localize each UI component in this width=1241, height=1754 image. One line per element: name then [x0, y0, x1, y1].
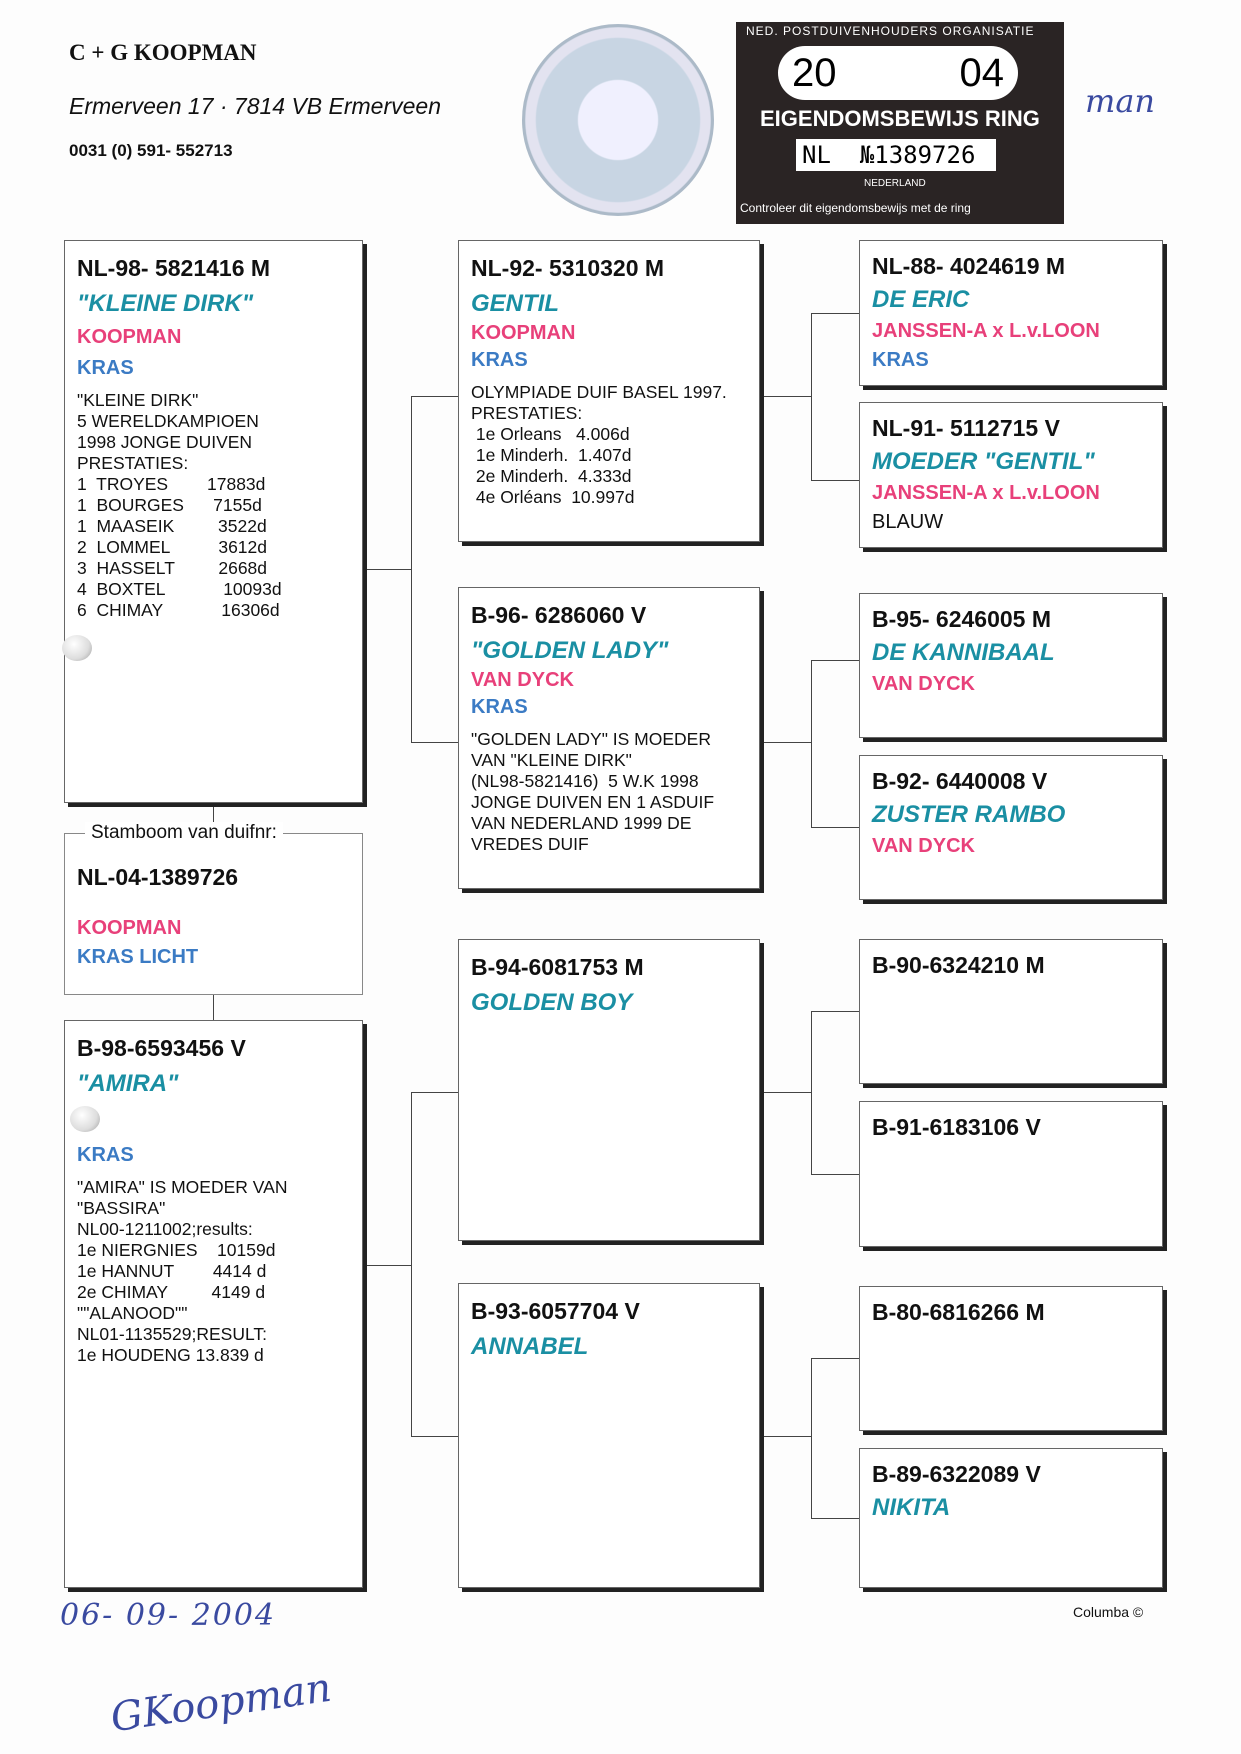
pigeon-name: MOEDER "GENTIL"	[872, 448, 1095, 475]
stamp-nation: NEDERLAND	[864, 178, 926, 189]
pigeon-name: ANNABEL	[471, 1333, 589, 1360]
ring-number: B-96- 6286060 V	[471, 602, 647, 628]
breeder-name: KOOPMAN	[77, 326, 182, 348]
stamp-year-pill: 20 04	[778, 46, 1018, 100]
subject-breeder: KOOPMAN	[77, 917, 182, 939]
ring-number: NL-88- 4024619 M	[872, 253, 1066, 279]
stamp-number: №1389726	[859, 141, 976, 169]
pedigree-card-mother: B-98-6593456 V "AMIRA" KRAS "AMIRA" IS M…	[64, 1020, 363, 1588]
pigeon-name: ZUSTER RAMBO	[872, 801, 1066, 828]
pigeon-name: GOLDEN BOY	[471, 989, 633, 1016]
ring-number: B-95- 6246005 M	[872, 606, 1051, 632]
subject-ring-number: NL-04-1389726	[77, 864, 239, 890]
pigeon-color: KRAS	[471, 696, 528, 718]
breeder-name: JANSSEN-A x L.v.LOON	[872, 320, 1100, 342]
stamp-year-left: 20	[792, 51, 837, 95]
ring-number: B-94-6081753 M	[471, 954, 644, 980]
pedigree-card-father: NL-98- 5821416 M "KLEINE DIRK" KOOPMAN K…	[64, 240, 363, 803]
breeder-name: VAN DYCK	[872, 835, 975, 857]
pigeon-name: NIKITA	[872, 1494, 951, 1521]
pedigree-card-sire-sire: NL-92- 5310320 M GENTIL KOOPMAN KRAS OLY…	[458, 240, 760, 542]
subject-label: Stamboom van duifnr:	[85, 822, 283, 844]
pigeon-color: BLAUW	[872, 511, 944, 533]
software-credit: Columba ©	[1073, 1604, 1144, 1620]
pigeon-name: GENTIL	[471, 290, 559, 317]
breeder-name: JANSSEN-A x L.v.LOON	[872, 482, 1100, 504]
stamp-number-box: NL №1389726	[796, 139, 996, 171]
pedigree-card-gen3: B-80-6816266 M	[859, 1286, 1163, 1431]
breeder-title: C + G KOOPMAN	[69, 40, 257, 65]
pedigree-card-gen3: B-90-6324210 M	[859, 939, 1163, 1084]
pedigree-card-dam-sire: B-94-6081753 M GOLDEN BOY	[458, 939, 760, 1241]
subject-card: Stamboom van duifnr: NL-04-1389726 KOOPM…	[64, 822, 363, 995]
pigeon-color: KRAS	[77, 357, 134, 379]
club-seal-logo	[522, 24, 714, 216]
pigeon-name: DE ERIC	[872, 286, 970, 313]
handwritten-date: 06- 09- 2004	[60, 1598, 277, 1633]
pedigree-card-gen3: B-92- 6440008 V ZUSTER RAMBO VAN DYCK	[859, 755, 1163, 900]
pigeon-name: DE KANNIBAAL	[872, 639, 1055, 666]
pigeon-color: KRAS	[872, 349, 929, 371]
stamp-org: NED. POSTDUIVENHOUDERS ORGANISATIE	[746, 24, 1035, 38]
stamp-footer: Controleer dit eigendomsbewijs met de ri…	[740, 201, 971, 215]
pedigree-card-gen3: NL-91- 5112715 V MOEDER "GENTIL" JANSSEN…	[859, 402, 1163, 548]
pedigree-card-sire-dam: B-96- 6286060 V "GOLDEN LADY" VAN DYCK K…	[458, 587, 760, 889]
pedigree-card-gen3: B-95- 6246005 M DE KANNIBAAL VAN DYCK	[859, 593, 1163, 738]
ring-number: NL-91- 5112715 V	[872, 415, 1060, 441]
pedigree-card-dam-dam: B-93-6057704 V ANNABEL	[458, 1283, 760, 1588]
ring-number: B-93-6057704 V	[471, 1298, 640, 1324]
pigeon-notes: "GOLDEN LADY" IS MOEDER VAN "KLEINE DIRK…	[471, 729, 715, 854]
stamp-label: EIGENDOMSBEWIJS RING	[760, 106, 1040, 131]
ring-number: B-80-6816266 M	[872, 1299, 1045, 1325]
stamp-year-right: 04	[959, 51, 1005, 95]
breeder-name: KOOPMAN	[471, 322, 576, 344]
subject-color: KRAS LICHT	[77, 946, 199, 968]
ring-certificate-stamp: NED. POSTDUIVENHOUDERS ORGANISATIE 20 04…	[736, 22, 1064, 224]
hole-punch-icon	[62, 635, 92, 661]
pedigree-card-gen3: B-89-6322089 V NIKITA	[859, 1448, 1163, 1588]
pigeon-color: KRAS	[471, 349, 528, 371]
pedigree-card-gen3: B-91-6183106 V	[859, 1101, 1163, 1247]
pigeon-name: "GOLDEN LADY"	[471, 637, 669, 664]
breeder-name: VAN DYCK	[471, 669, 574, 691]
breeder-name: VAN DYCK	[872, 673, 975, 695]
pigeon-color: KRAS	[77, 1144, 134, 1166]
ring-number: NL-92- 5310320 M	[471, 255, 665, 281]
breeder-phone: 0031 (0) 591- 552713	[69, 141, 233, 160]
pigeon-notes: "AMIRA" IS MOEDER VAN "BASSIRA" NL00-121…	[77, 1177, 288, 1365]
ring-number: B-92- 6440008 V	[872, 768, 1048, 794]
hole-punch-icon	[70, 1106, 100, 1132]
stamp-country: NL	[802, 141, 831, 169]
ring-number: B-98-6593456 V	[77, 1035, 246, 1061]
ring-number: B-89-6322089 V	[872, 1461, 1041, 1487]
handwritten-signature: GKoopman	[107, 1664, 335, 1742]
pedigree-card-gen3: NL-88- 4024619 M DE ERIC JANSSEN-A x L.v…	[859, 240, 1163, 386]
ring-number: NL-98- 5821416 M	[77, 255, 271, 281]
stamp-signature: man	[1085, 82, 1156, 120]
ring-number: B-90-6324210 M	[872, 952, 1045, 978]
breeder-address: Ermerveen 17 · 7814 VB Ermerveen	[69, 93, 442, 119]
pigeon-notes: OLYMPIADE DUIF BASEL 1997. PRESTATIES: 1…	[471, 382, 727, 507]
pigeon-name: "KLEINE DIRK"	[77, 290, 254, 317]
pigeon-name: "AMIRA"	[77, 1070, 179, 1097]
ring-number: B-91-6183106 V	[872, 1114, 1041, 1140]
pigeon-notes: "KLEINE DIRK" 5 WERELDKAMPIOEN 1998 JONG…	[77, 390, 282, 620]
